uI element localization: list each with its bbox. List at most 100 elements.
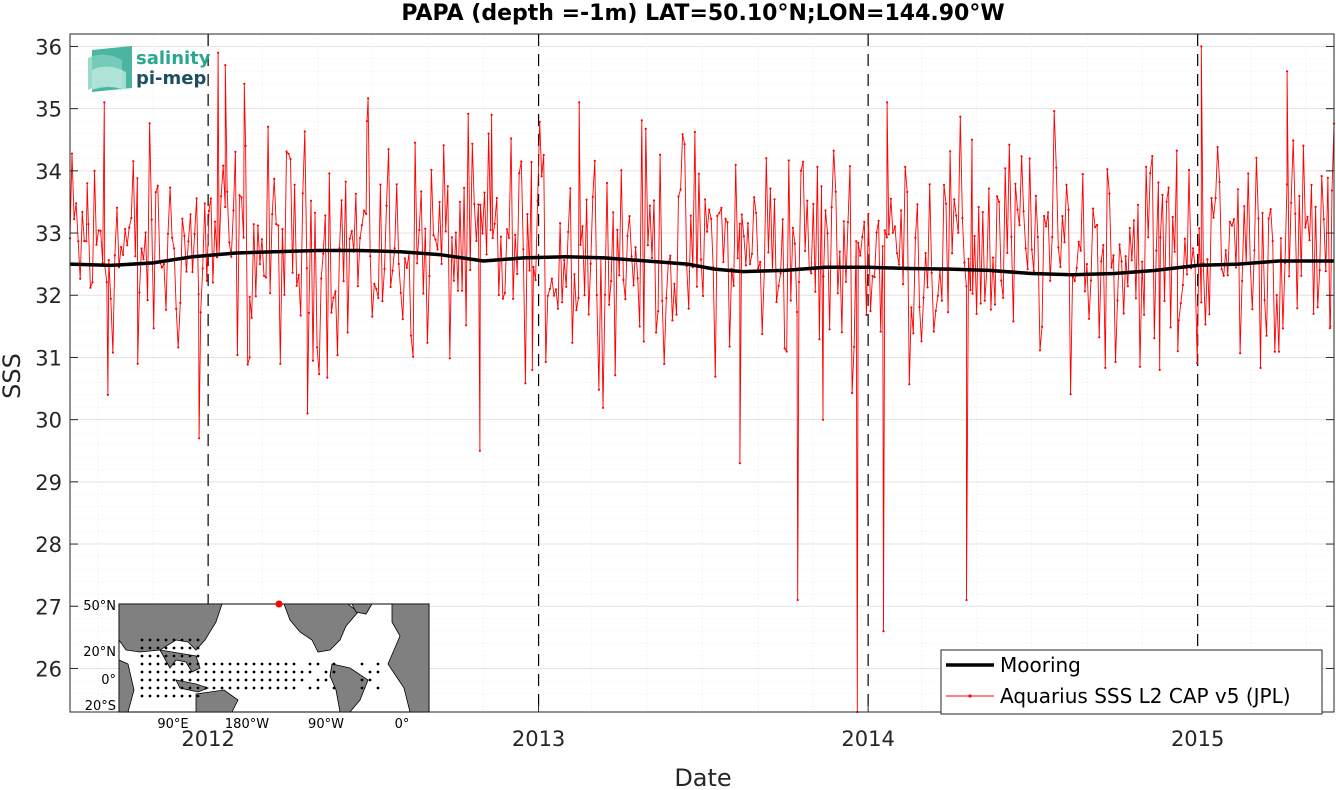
y-tick-label: 26 [35,657,62,681]
aquarius-point [883,229,886,232]
aquarius-point [1306,215,1309,218]
aquarius-point [1032,269,1035,272]
aquarius-point [1100,260,1103,263]
aquarius-point [387,148,390,151]
aquarius-point [706,230,709,233]
aquarius-point [924,252,927,255]
aquarius-point [1259,366,1262,369]
aquarius-point [908,383,911,386]
aquarius-point [851,391,854,395]
aquarius-point [422,292,425,295]
aquarius-point [1024,247,1027,250]
aquarius-point [324,214,327,217]
aquarius-point [367,97,370,100]
aquarius-point [902,283,905,286]
aquarius-point [882,630,885,633]
aquarius-point [207,209,210,212]
inset-array-dot [244,678,248,682]
aquarius-point [169,186,172,189]
aquarius-point [1075,266,1078,269]
aquarius-point [612,211,615,214]
aquarius-point [1200,45,1203,48]
aquarius-point [1065,183,1068,186]
inset-array-dot [172,638,176,642]
aquarius-point [103,101,106,104]
aquarius-point [1014,182,1017,185]
aquarius-point [171,236,174,239]
aquarius-point [91,281,94,284]
aquarius-point [1298,194,1301,198]
aquarius-point [683,143,686,146]
inset-array-dot [148,686,152,690]
aquarius-point [526,213,529,216]
aquarius-point [195,197,198,200]
aquarius-point [1310,183,1313,187]
aquarius-point [479,203,482,206]
aquarius-point [589,262,592,265]
inset-array-dot [196,670,200,674]
aquarius-point [283,293,286,296]
inset-array-dot [196,678,200,682]
aquarius-point [957,231,960,234]
aquarius-point [561,301,564,304]
aquarius-point [708,208,711,211]
aquarius-point [301,192,304,195]
aquarius-point [1247,172,1250,175]
aquarius-point [1326,176,1329,179]
aquarius-point [757,267,760,270]
inset-array-dot [188,686,192,690]
aquarius-point [499,235,502,238]
legend: Mooring Aquarius SSS L2 CAP v5 (JPL) [940,649,1323,715]
aquarius-point [179,301,182,304]
inset-array-dot [172,654,176,658]
aquarius-point [430,168,433,171]
aquarius-point [965,598,968,602]
aquarius-point [1124,255,1127,258]
aquarius-point [444,230,447,233]
aquarius-point [697,172,701,175]
aquarius-point [1051,236,1054,239]
aquarius-point [1320,175,1323,178]
aquarius-point [313,211,317,214]
inset-array-dot [140,678,144,682]
aquarius-point [799,169,803,172]
aquarius-point [254,295,257,298]
aquarius-point [889,197,893,200]
y-tick-label: 35 [35,98,62,122]
aquarius-point [87,223,90,226]
inset-array-dot [220,670,224,674]
aquarius-point [879,330,882,333]
aquarius-point [961,217,964,220]
aquarius-point [1183,237,1186,240]
y-tick-label: 32 [35,284,62,308]
inset-array-dot [140,646,144,650]
aquarius-point [260,238,263,241]
aquarius-point [857,241,860,244]
inset-array-dot [268,662,272,666]
aquarius-point [1045,225,1048,228]
aquarius-point [1059,265,1062,268]
aquarius-point [624,298,627,301]
aquarius-point [1220,268,1223,271]
aquarius-point [1087,317,1091,320]
aquarius-point [236,353,239,357]
aquarius-point [714,375,717,378]
aquarius-point [360,224,364,227]
inset-array-dot [204,686,208,690]
aquarius-point [859,254,862,257]
aquarius-point [906,190,909,194]
aquarius-point [454,231,457,234]
aquarius-point [469,268,472,272]
aquarius-point [1138,365,1142,368]
aquarius-point [1000,279,1003,282]
aquarius-point [846,221,850,224]
aquarius-point [802,160,805,163]
aquarius-point [389,285,392,289]
aquarius-point [173,247,176,250]
aquarius-point [144,231,147,234]
aquarius-point [661,299,664,302]
inset-array-dot [228,686,232,690]
inset-array-dot [292,662,296,666]
aquarius-point [113,254,116,257]
aquarius-point [152,327,155,330]
